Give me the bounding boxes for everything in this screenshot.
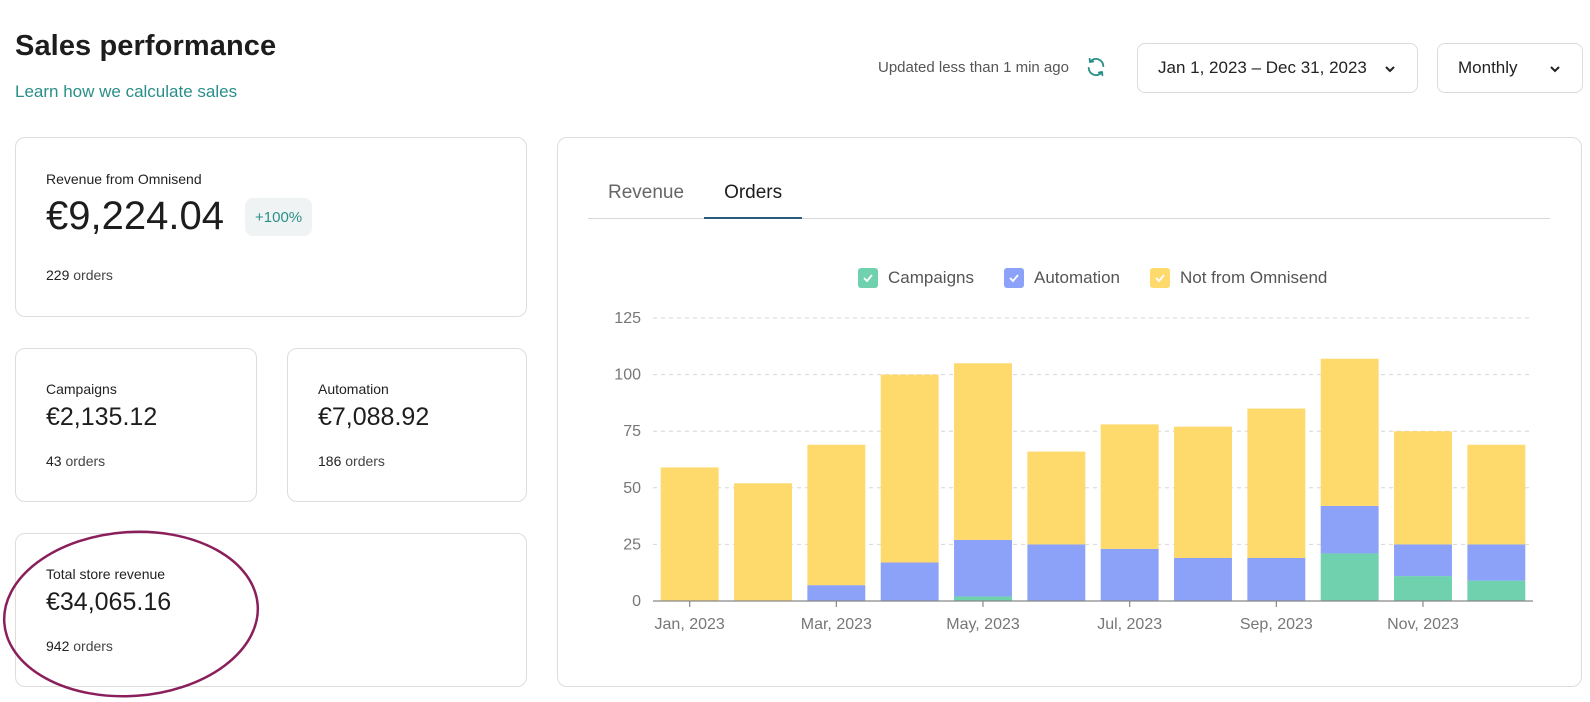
- total-revenue-value: €34,065.16: [46, 588, 172, 616]
- bar-segment-automation[interactable]: [1320, 505, 1379, 554]
- legend-label: Not from Omnisend: [1180, 268, 1328, 287]
- bar-segment-not-from-omnisend[interactable]: [880, 374, 939, 563]
- bar-segment-not-from-omnisend[interactable]: [734, 483, 792, 601]
- bar-segment-automation[interactable]: [1247, 557, 1306, 601]
- change-badge: +100%: [245, 198, 313, 236]
- bar-segment-not-from-omnisend[interactable]: [807, 444, 866, 586]
- bar-segment-automation[interactable]: [1394, 544, 1452, 577]
- bar-segment-not-from-omnisend[interactable]: [660, 467, 719, 601]
- orders-count: 942 orders: [46, 638, 113, 654]
- x-tick-label: Sep, 2023: [1240, 616, 1313, 633]
- page-title: Sales performance: [15, 30, 277, 62]
- orders-count: 43 orders: [46, 453, 106, 469]
- bar-segment-campaigns[interactable]: [954, 596, 1012, 601]
- legend-label: Automation: [1034, 268, 1120, 287]
- bar-segment-not-from-omnisend[interactable]: [1467, 444, 1526, 545]
- bar-segment-automation[interactable]: [807, 585, 866, 601]
- orders-count: 229 orders: [46, 267, 113, 283]
- bar-segment-automation[interactable]: [1174, 557, 1232, 601]
- x-tick-label: Jul, 2023: [1097, 616, 1162, 633]
- chevron-down-icon: [1383, 61, 1397, 75]
- bar-segment-automation[interactable]: [954, 539, 1012, 597]
- updated-text: Updated less than 1 min ago: [878, 58, 1069, 76]
- campaigns-card: Campaigns €2,135.12 43 orders: [15, 348, 257, 502]
- legend-automation[interactable]: Automation: [1004, 268, 1120, 288]
- bar-segment-not-from-omnisend[interactable]: [1320, 358, 1379, 506]
- tab-revenue[interactable]: Revenue: [608, 182, 685, 203]
- y-tick-label: 50: [623, 480, 641, 497]
- bar-segment-not-from-omnisend[interactable]: [1247, 408, 1306, 558]
- total-store-revenue-card: Total store revenue €34,065.16 942 order…: [15, 533, 527, 687]
- orders-count: 186 orders: [318, 453, 385, 469]
- revenue-value: €9,224.04: [46, 194, 224, 238]
- stacked-bar-chart: 0 25 50 75 100 125 Jan, 2023 Mar, 2023 May, 2023…: [614, 310, 1533, 633]
- card-label: Revenue from Omnisend: [46, 171, 202, 187]
- chevron-down-icon: [1548, 61, 1562, 75]
- y-tick-label: 125: [614, 310, 641, 327]
- legend-not-from-omnisend[interactable]: Not from Omnisend: [1150, 268, 1327, 288]
- check-icon: [1004, 268, 1024, 288]
- card-label: Campaigns: [46, 381, 117, 397]
- y-tick-label: 100: [614, 367, 641, 384]
- period-value: Monthly: [1458, 58, 1518, 77]
- bar-segment-campaigns[interactable]: [1394, 576, 1452, 601]
- refresh-icon[interactable]: [1085, 56, 1107, 78]
- chart-tabs: Revenue Orders: [588, 176, 1550, 219]
- automation-card: Automation €7,088.92 186 orders: [287, 348, 527, 502]
- x-tick-label: Jan, 2023: [655, 616, 725, 633]
- learn-how-link[interactable]: Learn how we calculate sales: [15, 82, 238, 101]
- x-tick-label: Mar, 2023: [801, 616, 872, 633]
- bar-segment-automation[interactable]: [1027, 544, 1086, 601]
- revenue-from-omnisend-card: Revenue from Omnisend €9,224.04 +100% 22…: [15, 137, 527, 317]
- campaigns-value: €2,135.12: [46, 403, 158, 431]
- bar-segment-automation[interactable]: [880, 562, 939, 601]
- card-label: Total store revenue: [46, 566, 166, 582]
- y-tick-label: 75: [623, 423, 641, 440]
- orders-chart-card: Revenue Orders Campaigns Automation Not …: [557, 137, 1582, 687]
- bar-segment-campaigns[interactable]: [1467, 580, 1526, 601]
- bar-segment-not-from-omnisend[interactable]: [1394, 431, 1452, 545]
- bar-segment-not-from-omnisend[interactable]: [1027, 451, 1086, 545]
- bar-segment-not-from-omnisend[interactable]: [1100, 424, 1159, 549]
- check-icon: [858, 268, 878, 288]
- period-dropdown[interactable]: Monthly: [1437, 43, 1583, 93]
- bar-segment-not-from-omnisend[interactable]: [1174, 426, 1232, 558]
- check-icon: [1150, 268, 1170, 288]
- card-label: Automation: [318, 381, 389, 397]
- legend-label: Campaigns: [888, 268, 974, 287]
- automation-value: €7,088.92: [318, 403, 430, 431]
- updated-status: Updated less than 1 min ago: [878, 56, 1107, 78]
- x-tick-label: Nov, 2023: [1387, 616, 1459, 633]
- legend-campaigns[interactable]: Campaigns: [858, 268, 974, 288]
- bar-segment-automation[interactable]: [1467, 544, 1526, 581]
- y-tick-label: 0: [632, 593, 641, 610]
- date-range-dropdown[interactable]: Jan 1, 2023 – Dec 31, 2023: [1137, 43, 1418, 93]
- date-range-value: Jan 1, 2023 – Dec 31, 2023: [1158, 58, 1367, 77]
- x-tick-label: May, 2023: [946, 616, 1020, 633]
- bar-segment-not-from-omnisend[interactable]: [954, 363, 1012, 540]
- tab-orders[interactable]: Orders: [704, 176, 803, 219]
- bar-segment-campaigns[interactable]: [1320, 553, 1379, 601]
- y-tick-label: 25: [623, 536, 641, 553]
- chart-legend: Campaigns Automation Not from Omnisend: [858, 268, 1357, 288]
- bar-segment-automation[interactable]: [1100, 548, 1159, 601]
